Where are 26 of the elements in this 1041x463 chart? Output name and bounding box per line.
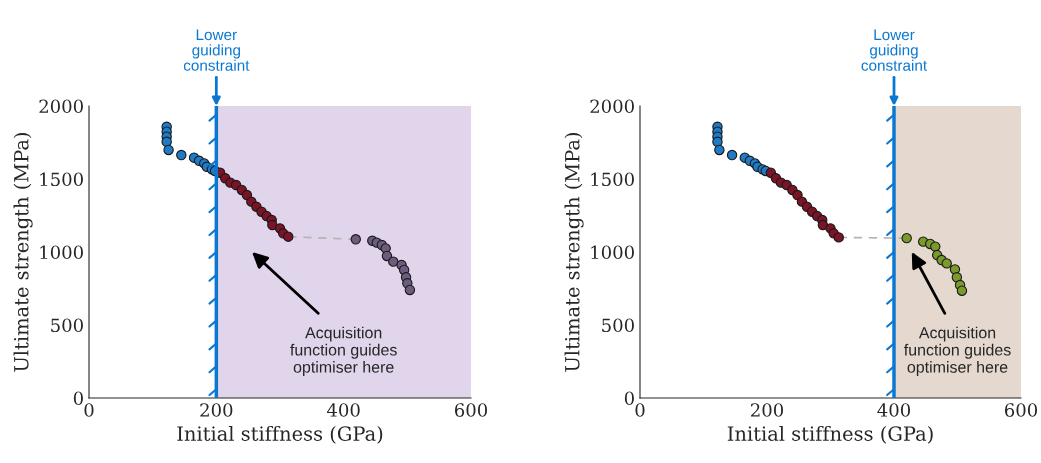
x-tick-label: 600	[1004, 403, 1038, 417]
x-tick-label: 600	[454, 403, 488, 417]
x-axis-title: Initial stiffness (GPa)	[727, 425, 933, 444]
y-tick-label: 1500	[591, 172, 634, 187]
x-tick-label: 400	[877, 403, 911, 417]
y-tick-label: 0	[624, 391, 634, 406]
y-axis-title: Ultimate strength (MPa)	[13, 132, 33, 372]
y-tick-label: 1500	[40, 172, 83, 187]
x-tick-label: 200	[200, 403, 233, 417]
y-tick-label: 500	[602, 318, 634, 333]
y-tick-label: 2000	[39, 99, 83, 114]
x-tick-label: 0	[84, 403, 94, 417]
y-tick-label: 500	[51, 318, 83, 333]
x-tick-label: 200	[750, 403, 784, 417]
y-tick-label: 0	[73, 391, 83, 406]
ref-line-label: Lower guiding constraint	[861, 29, 928, 71]
y-tick-label: 1000	[591, 245, 634, 260]
x-axis-title: Initial stiffness (GPa)	[177, 425, 383, 444]
y-tick-label: 2000	[590, 99, 634, 114]
ref-line-label: Lower guiding constraint	[183, 29, 250, 71]
annotation: Acquisition function guides optimiser here	[290, 326, 397, 376]
x-tick-label: 400	[326, 403, 360, 417]
annotation: Acquisition function guides optimiser here	[904, 326, 1011, 376]
y-tick-label: 1000	[40, 245, 83, 260]
x-tick-label: 0	[635, 403, 645, 417]
y-axis-title: Ultimate strength (MPa)	[564, 132, 584, 372]
